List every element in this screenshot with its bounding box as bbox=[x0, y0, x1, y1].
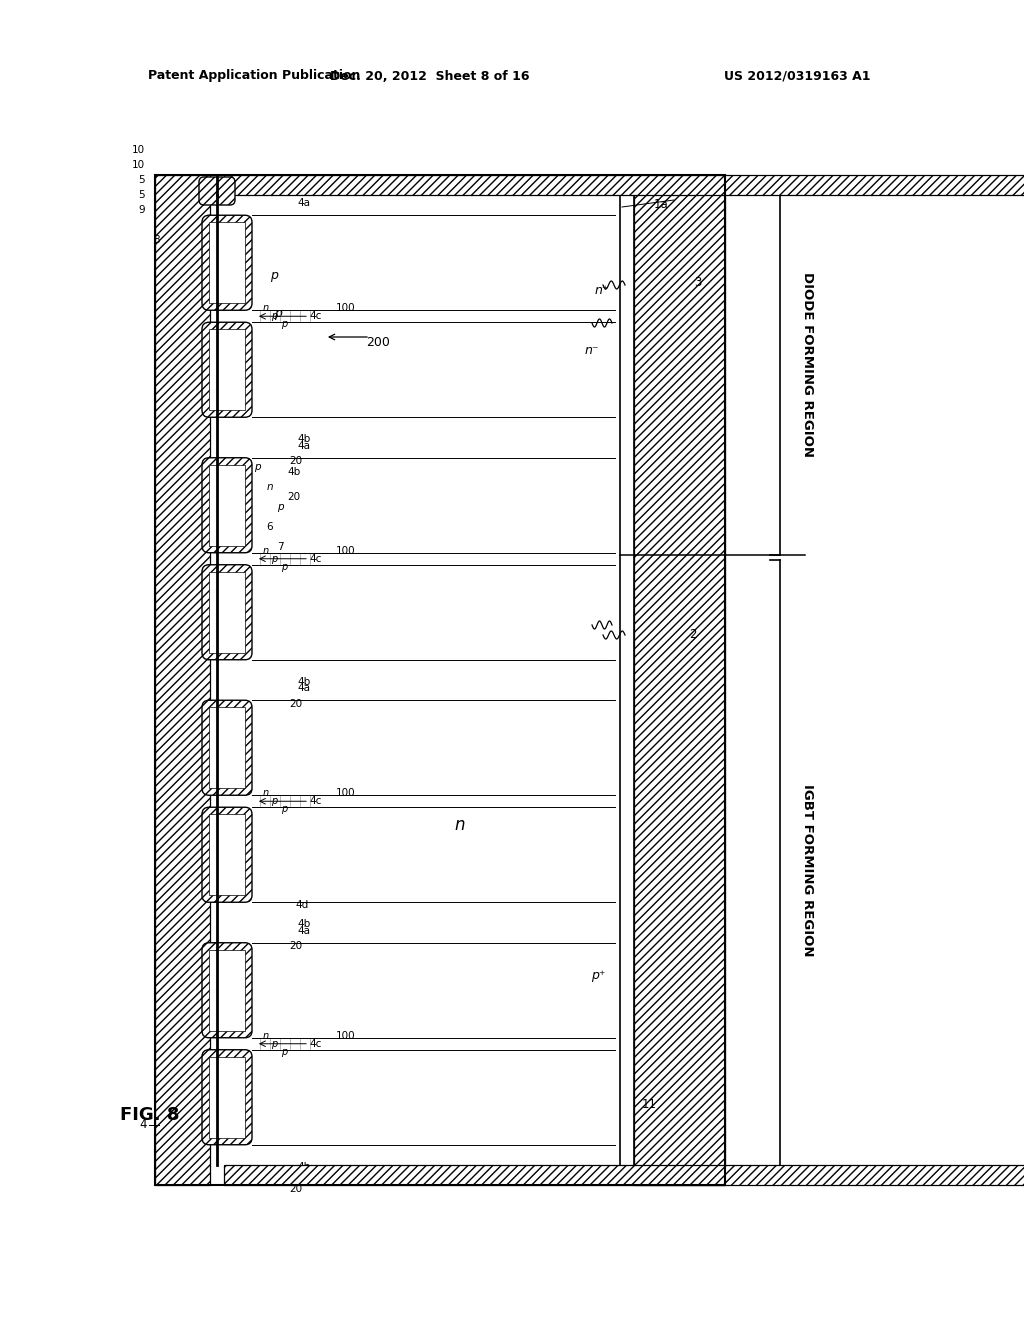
Text: n: n bbox=[263, 1031, 269, 1040]
Text: 7: 7 bbox=[276, 543, 284, 552]
Text: p: p bbox=[271, 312, 278, 321]
Bar bbox=[155, 176, 210, 1185]
Text: 20: 20 bbox=[290, 698, 302, 709]
FancyBboxPatch shape bbox=[202, 808, 252, 903]
Bar bbox=[224, 1166, 1024, 1185]
Text: n: n bbox=[266, 482, 273, 492]
Text: 4c: 4c bbox=[310, 554, 323, 564]
Text: 4c: 4c bbox=[310, 312, 323, 321]
Text: 11: 11 bbox=[642, 1098, 657, 1111]
Text: 4a: 4a bbox=[298, 441, 310, 450]
Text: 1a: 1a bbox=[654, 198, 669, 211]
Text: 4d: 4d bbox=[295, 900, 308, 909]
Text: 3: 3 bbox=[694, 276, 701, 289]
Text: p: p bbox=[281, 319, 287, 329]
Text: 100: 100 bbox=[336, 545, 355, 556]
Text: 4b: 4b bbox=[297, 919, 310, 929]
Bar bbox=[224, 176, 1024, 195]
Text: 2: 2 bbox=[689, 628, 696, 642]
Text: n⁻: n⁻ bbox=[585, 343, 599, 356]
Bar bbox=[634, 176, 725, 1185]
Text: 8: 8 bbox=[154, 235, 160, 246]
Bar bbox=[209, 329, 245, 411]
Text: 5: 5 bbox=[138, 176, 145, 185]
Text: p: p bbox=[254, 462, 260, 473]
Text: US 2012/0319163 A1: US 2012/0319163 A1 bbox=[724, 70, 870, 82]
Text: 10: 10 bbox=[132, 145, 145, 156]
Bar bbox=[209, 814, 245, 895]
Text: 200: 200 bbox=[366, 337, 390, 350]
Bar bbox=[209, 950, 245, 1031]
Text: p: p bbox=[271, 1039, 278, 1049]
Text: 20: 20 bbox=[290, 1184, 302, 1193]
Text: 10: 10 bbox=[132, 160, 145, 170]
Text: 4a: 4a bbox=[298, 684, 310, 693]
Text: 100: 100 bbox=[336, 788, 355, 799]
Text: n⁺: n⁺ bbox=[595, 284, 609, 297]
Text: p: p bbox=[281, 804, 287, 814]
Text: p: p bbox=[274, 306, 282, 319]
Text: 4b: 4b bbox=[297, 677, 310, 686]
Text: 20: 20 bbox=[290, 457, 302, 466]
Text: IGBT FORMING REGION: IGBT FORMING REGION bbox=[802, 784, 814, 956]
FancyBboxPatch shape bbox=[199, 177, 234, 205]
FancyBboxPatch shape bbox=[202, 215, 252, 310]
Text: p: p bbox=[281, 562, 287, 572]
FancyBboxPatch shape bbox=[202, 458, 252, 553]
Text: 4c: 4c bbox=[310, 1039, 323, 1049]
FancyBboxPatch shape bbox=[202, 700, 252, 795]
Text: 4a: 4a bbox=[298, 925, 310, 936]
Text: p: p bbox=[270, 268, 278, 281]
Text: FIG. 8: FIG. 8 bbox=[120, 1106, 179, 1125]
Text: n: n bbox=[263, 545, 269, 556]
Text: n: n bbox=[455, 816, 465, 834]
Text: p: p bbox=[271, 554, 278, 564]
Text: 9: 9 bbox=[138, 205, 145, 215]
Text: DIODE FORMING REGION: DIODE FORMING REGION bbox=[802, 272, 814, 458]
Text: 5: 5 bbox=[138, 190, 145, 201]
Bar bbox=[209, 572, 245, 653]
FancyBboxPatch shape bbox=[202, 942, 252, 1038]
Bar bbox=[209, 465, 245, 545]
Text: p: p bbox=[271, 796, 278, 807]
FancyBboxPatch shape bbox=[202, 1049, 252, 1144]
Text: 4b: 4b bbox=[288, 467, 301, 478]
Text: 6: 6 bbox=[266, 523, 273, 532]
Bar bbox=[155, 176, 725, 1185]
Bar bbox=[209, 222, 245, 304]
Text: 4c: 4c bbox=[310, 796, 323, 807]
Text: p: p bbox=[276, 502, 284, 512]
Text: 20: 20 bbox=[290, 941, 302, 952]
Text: 4a: 4a bbox=[298, 198, 310, 209]
Text: 4b: 4b bbox=[297, 434, 310, 445]
Text: n: n bbox=[263, 788, 269, 799]
Text: 1: 1 bbox=[642, 178, 649, 191]
Text: 20: 20 bbox=[288, 492, 301, 502]
Bar bbox=[209, 708, 245, 788]
Text: 4b: 4b bbox=[297, 1162, 310, 1172]
Text: 100: 100 bbox=[336, 304, 355, 313]
Text: Dec. 20, 2012  Sheet 8 of 16: Dec. 20, 2012 Sheet 8 of 16 bbox=[331, 70, 529, 82]
FancyBboxPatch shape bbox=[202, 565, 252, 660]
Text: p⁺: p⁺ bbox=[591, 969, 605, 982]
Text: 100: 100 bbox=[336, 1031, 355, 1040]
FancyBboxPatch shape bbox=[202, 322, 252, 417]
Bar bbox=[209, 1057, 245, 1138]
Text: 4: 4 bbox=[139, 1118, 147, 1131]
Text: n: n bbox=[263, 304, 269, 313]
Text: p: p bbox=[281, 1047, 287, 1057]
Text: Patent Application Publication: Patent Application Publication bbox=[148, 70, 360, 82]
